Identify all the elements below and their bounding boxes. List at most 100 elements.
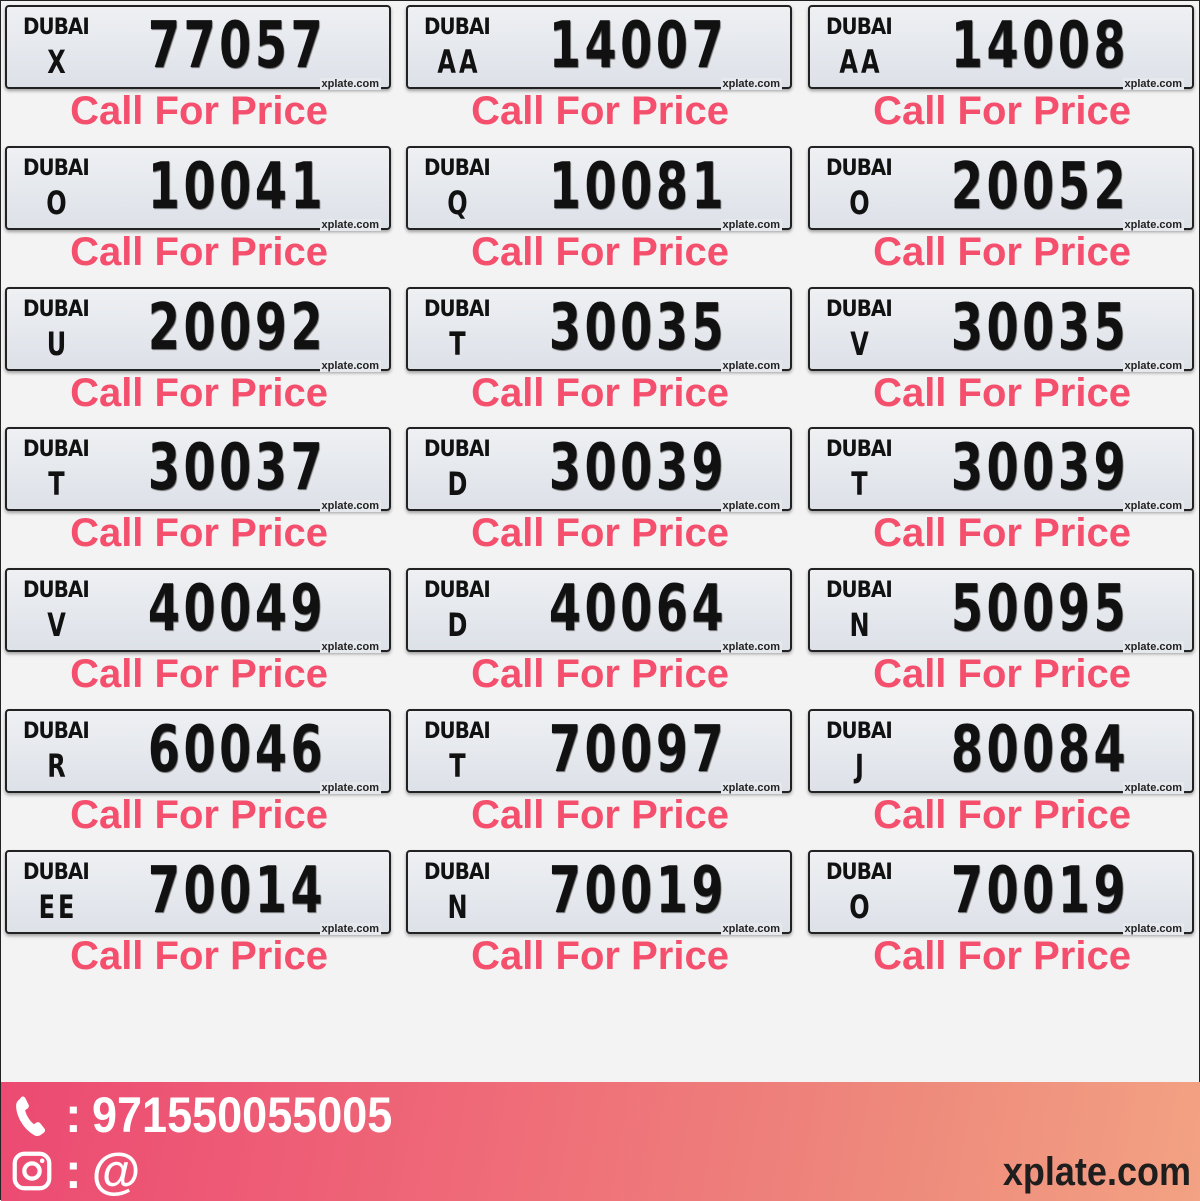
license-plate[interactable]: DUBAI O 70019 xplate.com bbox=[808, 849, 1194, 935]
plate-listing[interactable]: DUBAI T 70097 xplate.com Call For Price bbox=[406, 709, 794, 847]
plate-number: 14007 bbox=[548, 9, 728, 83]
phone-separator: : bbox=[65, 1087, 82, 1143]
emirate-logo: DUBAI bbox=[23, 719, 90, 744]
emirate-logo: DUBAI bbox=[23, 155, 90, 181]
site-name[interactable]: xplate.com bbox=[1002, 1150, 1191, 1194]
plate-watermark: xplate.com bbox=[1122, 218, 1184, 231]
plate-number: 20052 bbox=[950, 149, 1130, 224]
price-label[interactable]: Call For Price bbox=[471, 229, 729, 274]
license-plate[interactable]: DUBAI Q 10081 xplate.com bbox=[406, 145, 792, 231]
plate-code: AA bbox=[437, 43, 481, 81]
plate-listing[interactable]: DUBAI AA 14008 xplate.com Call For Price bbox=[808, 5, 1196, 143]
price-label[interactable]: Call For Price bbox=[471, 89, 729, 133]
plate-code: X bbox=[47, 43, 69, 81]
license-plate[interactable]: DUBAI AA 14007 xplate.com bbox=[406, 5, 792, 90]
license-plate[interactable]: DUBAI AA 14008 xplate.com bbox=[808, 5, 1194, 90]
price-label[interactable]: Call For Price bbox=[471, 933, 729, 978]
plate-code: U bbox=[46, 324, 70, 363]
plate-number: 30039 bbox=[548, 431, 728, 506]
license-plate[interactable]: DUBAI J 80084 xplate.com bbox=[808, 709, 1194, 794]
price-label[interactable]: Call For Price bbox=[873, 229, 1131, 274]
license-plate[interactable]: DUBAI T 30037 xplate.com bbox=[5, 427, 391, 513]
plate-number: 40049 bbox=[147, 572, 327, 647]
price-label[interactable]: Call For Price bbox=[70, 511, 328, 556]
plate-number: 50095 bbox=[950, 572, 1130, 647]
plate-listing[interactable]: DUBAI X 77057 xplate.com Call For Price bbox=[5, 5, 393, 143]
plate-code: J bbox=[855, 747, 867, 785]
plate-listing[interactable]: DUBAI O 70019 xplate.com Call For Price bbox=[808, 849, 1196, 988]
plate-listing[interactable]: DUBAI Q 10081 xplate.com Call For Price bbox=[406, 145, 794, 284]
plate-listing[interactable]: DUBAI J 80084 xplate.com Call For Price bbox=[808, 709, 1196, 847]
license-plate[interactable]: DUBAI N 70019 xplate.com bbox=[406, 849, 792, 935]
plate-watermark: xplate.com bbox=[319, 359, 381, 372]
license-plate[interactable]: DUBAI O 10041 xplate.com bbox=[5, 145, 391, 231]
plate-listing[interactable]: DUBAI R 60046 xplate.com Call For Price bbox=[5, 709, 393, 847]
plate-listing[interactable]: DUBAI EE 70014 xplate.com Call For Price bbox=[5, 849, 393, 988]
plate-number: 70014 bbox=[147, 853, 327, 928]
plate-listing[interactable]: DUBAI T 30039 xplate.com Call For Price bbox=[808, 427, 1196, 565]
emirate-logo: DUBAI bbox=[826, 578, 893, 604]
price-label[interactable]: Call For Price bbox=[873, 511, 1131, 556]
plate-listing[interactable]: DUBAI N 50095 xplate.com Call For Price bbox=[808, 568, 1196, 706]
price-label[interactable]: Call For Price bbox=[70, 652, 328, 697]
license-plate[interactable]: DUBAI R 60046 xplate.com bbox=[5, 709, 391, 794]
price-label[interactable]: Call For Price bbox=[471, 652, 729, 697]
plate-number: 10041 bbox=[147, 149, 327, 224]
plate-code: V bbox=[47, 606, 69, 645]
price-label[interactable]: Call For Price bbox=[873, 652, 1131, 697]
price-label[interactable]: Call For Price bbox=[471, 793, 729, 837]
price-label[interactable]: Call For Price bbox=[471, 370, 729, 415]
license-plate[interactable]: DUBAI EE 70014 xplate.com bbox=[5, 849, 391, 935]
instagram-icon bbox=[12, 1151, 52, 1191]
license-plate[interactable]: DUBAI N 50095 xplate.com bbox=[808, 568, 1194, 654]
license-plate[interactable]: DUBAI O 20052 xplate.com bbox=[808, 145, 1194, 231]
plate-watermark: xplate.com bbox=[319, 922, 381, 935]
license-plate[interactable]: DUBAI T 30039 xplate.com bbox=[808, 427, 1194, 513]
plate-watermark: xplate.com bbox=[1122, 78, 1184, 90]
license-plate[interactable]: DUBAI T 30035 xplate.com bbox=[406, 286, 792, 372]
price-label[interactable]: Call For Price bbox=[70, 89, 328, 133]
emirate-logo: DUBAI bbox=[826, 155, 893, 181]
plate-code: R bbox=[47, 747, 69, 785]
plate-listing[interactable]: DUBAI V 30035 xplate.com Call For Price bbox=[808, 286, 1196, 425]
plate-listing[interactable]: DUBAI U 20092 xplate.com Call For Price bbox=[5, 286, 393, 425]
price-label[interactable]: Call For Price bbox=[873, 89, 1131, 133]
plate-number: 80084 bbox=[950, 713, 1130, 787]
phone-row[interactable]: : 971550055005 bbox=[9, 1086, 425, 1144]
plate-listing[interactable]: DUBAI D 40064 xplate.com Call For Price bbox=[406, 568, 794, 706]
plate-listing[interactable]: DUBAI O 10041 xplate.com Call For Price bbox=[5, 145, 393, 284]
license-plate[interactable]: DUBAI X 77057 xplate.com bbox=[5, 5, 391, 90]
plate-number: 70019 bbox=[950, 853, 1130, 928]
license-plate[interactable]: DUBAI T 70097 xplate.com bbox=[406, 709, 792, 794]
emirate-logo: DUBAI bbox=[826, 859, 893, 885]
plate-listing[interactable]: DUBAI T 30035 xplate.com Call For Price bbox=[406, 286, 794, 425]
instagram-row[interactable]: : @ bbox=[9, 1142, 140, 1200]
license-plate[interactable]: DUBAI U 20092 xplate.com bbox=[5, 286, 391, 372]
plate-number: 30035 bbox=[548, 290, 728, 365]
license-plate[interactable]: DUBAI V 30035 xplate.com bbox=[808, 286, 1194, 372]
price-label[interactable]: Call For Price bbox=[70, 793, 328, 837]
plate-watermark: xplate.com bbox=[720, 922, 782, 935]
plate-listing[interactable]: DUBAI T 30037 xplate.com Call For Price bbox=[5, 427, 393, 565]
emirate-logo: DUBAI bbox=[826, 296, 893, 322]
price-label[interactable]: Call For Price bbox=[873, 793, 1131, 837]
license-plate[interactable]: DUBAI D 40064 xplate.com bbox=[406, 568, 792, 654]
plate-listing[interactable]: DUBAI O 20052 xplate.com Call For Price bbox=[808, 145, 1196, 284]
plate-listing[interactable]: DUBAI V 40049 xplate.com Call For Price bbox=[5, 568, 393, 706]
price-label[interactable]: Call For Price bbox=[70, 933, 328, 978]
price-label[interactable]: Call For Price bbox=[873, 933, 1131, 978]
plate-listing[interactable]: DUBAI D 30039 xplate.com Call For Price bbox=[406, 427, 794, 565]
license-plate[interactable]: DUBAI D 30039 xplate.com bbox=[406, 427, 792, 513]
plate-listing[interactable]: DUBAI N 70019 xplate.com Call For Price bbox=[406, 849, 794, 988]
plate-code: T bbox=[48, 465, 68, 504]
plate-watermark: xplate.com bbox=[720, 641, 782, 654]
emirate-logo: DUBAI bbox=[424, 15, 491, 40]
license-plate[interactable]: DUBAI V 40049 xplate.com bbox=[5, 568, 391, 654]
price-label[interactable]: Call For Price bbox=[70, 229, 328, 274]
plate-watermark: xplate.com bbox=[720, 782, 782, 794]
price-label[interactable]: Call For Price bbox=[873, 370, 1131, 415]
emirate-logo: DUBAI bbox=[424, 437, 491, 463]
plate-listing[interactable]: DUBAI AA 14007 xplate.com Call For Price bbox=[406, 5, 794, 143]
price-label[interactable]: Call For Price bbox=[471, 511, 729, 556]
price-label[interactable]: Call For Price bbox=[70, 370, 328, 415]
